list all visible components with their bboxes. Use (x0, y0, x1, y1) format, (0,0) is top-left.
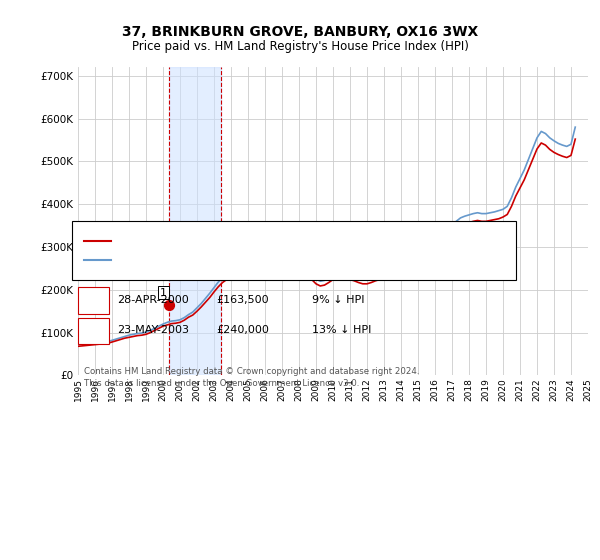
Text: 2: 2 (212, 255, 220, 265)
Bar (169, 67, 221, 375)
Text: 37, BRINKBURN GROVE, BANBURY, OX16 3WX (detached house): 37, BRINKBURN GROVE, BANBURY, OX16 3WX (… (117, 234, 431, 244)
Text: £240,000: £240,000 (216, 325, 269, 335)
Text: £163,500: £163,500 (216, 295, 269, 305)
Text: 2: 2 (90, 325, 97, 335)
Point (164, 301, 173, 310)
Text: 1: 1 (160, 288, 167, 298)
Text: 37, BRINKBURN GROVE, BANBURY, OX16 3WX: 37, BRINKBURN GROVE, BANBURY, OX16 3WX (122, 25, 478, 39)
Text: Price paid vs. HM Land Registry's House Price Index (HPI): Price paid vs. HM Land Registry's House … (131, 40, 469, 53)
Text: 28-APR-2000: 28-APR-2000 (117, 295, 189, 305)
Text: 13% ↓ HPI: 13% ↓ HPI (312, 325, 371, 335)
Text: 1: 1 (90, 295, 97, 305)
Text: HPI: Average price, detached house, Cherwell: HPI: Average price, detached house, Cher… (117, 254, 340, 264)
Text: 23-MAY-2003: 23-MAY-2003 (117, 325, 189, 335)
Text: Contains HM Land Registry data © Crown copyright and database right 2024.
This d: Contains HM Land Registry data © Crown c… (84, 367, 419, 388)
Text: 9% ↓ HPI: 9% ↓ HPI (312, 295, 365, 305)
Point (217, 268, 226, 277)
